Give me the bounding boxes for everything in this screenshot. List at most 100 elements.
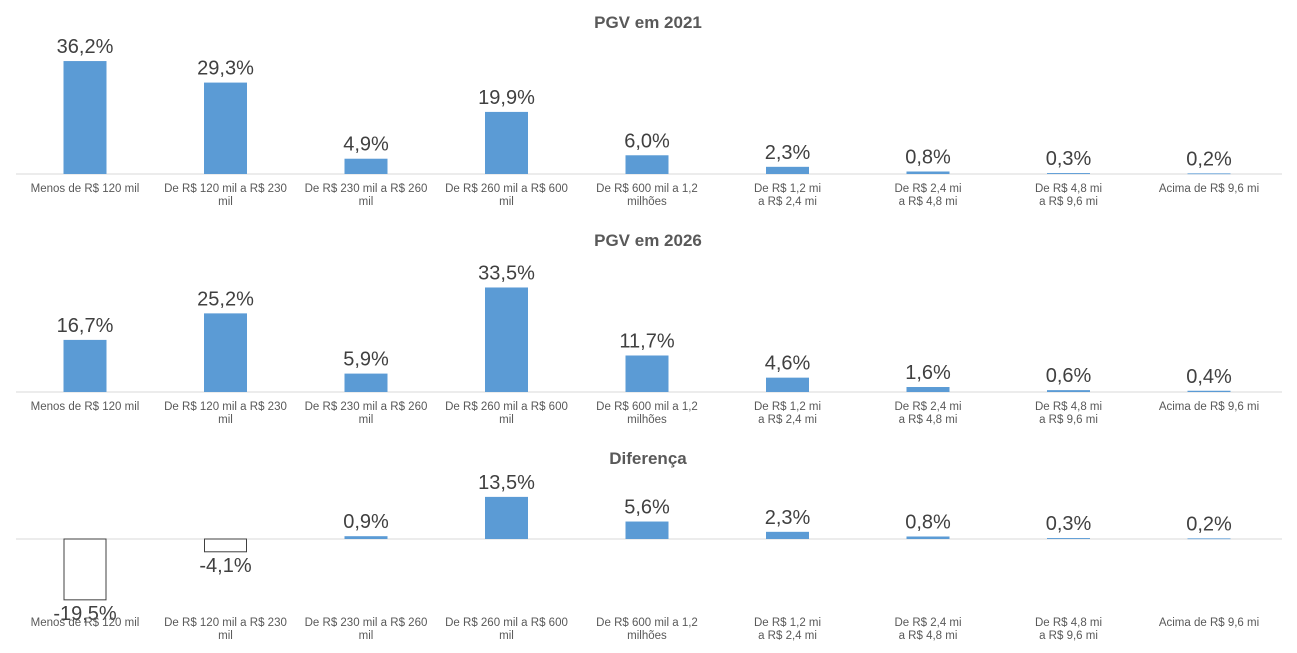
panel-2-category-label: a R$ 9,6 mi bbox=[1039, 414, 1098, 426]
panel-3-bar bbox=[1187, 538, 1231, 540]
panel-1-data-label: 2,3% bbox=[765, 142, 811, 164]
panel-1-bar bbox=[344, 158, 388, 174]
panel-3-bar bbox=[344, 536, 388, 539]
panel-2-data-label: 11,7% bbox=[619, 330, 674, 352]
panel-2-data-label: 25,2% bbox=[197, 288, 254, 310]
panel-1-bar bbox=[204, 82, 247, 174]
panel-3-data-label: -19,5% bbox=[53, 603, 117, 625]
panel-2-category-label: Menos de R$ 120 mil bbox=[31, 401, 140, 413]
panel-1-bar bbox=[766, 166, 809, 174]
panel-3-bar bbox=[485, 496, 528, 539]
panel-1-data-label: 6,0% bbox=[624, 130, 670, 152]
panel-1-category-label: Menos de R$ 120 mil bbox=[31, 183, 140, 195]
panel-3-category-label: Menos de R$ 120 mil bbox=[31, 617, 140, 629]
panel-1-category-label: De R$ 600 mil a 1,2 bbox=[596, 183, 698, 195]
panel-2-bar bbox=[1187, 390, 1231, 392]
panel-2-bar bbox=[1047, 390, 1090, 392]
panel-1-category-label: De R$ 120 mil a R$ 230 bbox=[164, 183, 287, 195]
panel-2-data-label: 1,6% bbox=[905, 362, 951, 384]
panel-2-category-label: a R$ 4,8 mi bbox=[899, 414, 958, 426]
panel-3-data-label: 0,2% bbox=[1186, 513, 1232, 535]
panel-1-category-label: De R$ 230 mil a R$ 260 bbox=[305, 183, 428, 195]
panel-1-category-label: Acima de R$ 9,6 mi bbox=[1159, 183, 1259, 195]
panel-1-category-label: De R$ 1,2 mi bbox=[754, 183, 821, 195]
panel-2-bar bbox=[906, 387, 950, 392]
panel-3-title: Diferença bbox=[609, 449, 687, 468]
panel-2-category-label: De R$ 2,4 mi bbox=[894, 401, 961, 413]
panel-2-data-label: 5,9% bbox=[343, 349, 389, 371]
panel-2-bar bbox=[204, 313, 247, 392]
panel-2-category-label: mil bbox=[499, 414, 514, 426]
panel-1-bar bbox=[906, 171, 950, 174]
panel-2-category-label: De R$ 4,8 mi bbox=[1035, 401, 1102, 413]
panel-3-bar bbox=[1047, 538, 1090, 539]
panel-1-data-label: 19,9% bbox=[478, 87, 535, 109]
panel-2-category-label: mil bbox=[218, 414, 233, 426]
panel-2-category-label: De R$ 260 mil a R$ 600 bbox=[445, 401, 568, 413]
panel-1-title: PGV em 2021 bbox=[594, 13, 702, 32]
panel-1-category-label: a R$ 2,4 mi bbox=[758, 196, 817, 208]
panel-2-data-label: 0,6% bbox=[1046, 365, 1092, 387]
panel-3-category-label: De R$ 120 mil a R$ 230 bbox=[164, 617, 287, 629]
panel-2-data-label: 33,5% bbox=[478, 262, 535, 284]
panel-2-category-label: mil bbox=[359, 414, 374, 426]
panel-1-data-label: 4,9% bbox=[343, 134, 389, 156]
panel-3-category-label: mil bbox=[218, 630, 233, 642]
panel-3-category-label: milhões bbox=[627, 630, 667, 642]
panel-2-category-label: De R$ 1,2 mi bbox=[754, 401, 821, 413]
panel-3-category-label: mil bbox=[499, 630, 514, 642]
panel-2-bar bbox=[766, 377, 809, 392]
panel-2-category-label: De R$ 120 mil a R$ 230 bbox=[164, 401, 287, 413]
panel-3-bar bbox=[766, 531, 809, 539]
panel-3-category-label: a R$ 9,6 mi bbox=[1039, 630, 1098, 642]
panel-2-category-label: Acima de R$ 9,6 mi bbox=[1159, 401, 1259, 413]
panel-1-bar bbox=[63, 61, 107, 174]
panel-1-data-label: 0,2% bbox=[1186, 148, 1232, 170]
panel-2-bar bbox=[63, 339, 107, 392]
panel-1-category-label: mil bbox=[499, 196, 514, 208]
panel-3-category-label: a R$ 4,8 mi bbox=[899, 630, 958, 642]
panel-3-category-label: De R$ 2,4 mi bbox=[894, 617, 961, 629]
panel-3-data-label: -4,1% bbox=[199, 555, 251, 577]
panel-3-data-label: 0,8% bbox=[905, 512, 951, 534]
panel-3-category-label: De R$ 230 mil a R$ 260 bbox=[305, 617, 428, 629]
panel-2-data-label: 0,4% bbox=[1186, 366, 1232, 388]
panel-2-bar bbox=[625, 355, 669, 392]
panel-1-category-label: a R$ 4,8 mi bbox=[899, 196, 958, 208]
panel-3-category-label: a R$ 2,4 mi bbox=[758, 630, 817, 642]
panel-1-category-label: a R$ 9,6 mi bbox=[1039, 196, 1098, 208]
panel-3-category-label: De R$ 600 mil a 1,2 bbox=[596, 617, 698, 629]
panel-3-bar bbox=[906, 536, 950, 539]
panel-1-bar bbox=[485, 111, 528, 174]
panel-1-data-label: 0,8% bbox=[905, 147, 951, 169]
panel-1-category-label: De R$ 2,4 mi bbox=[894, 183, 961, 195]
panel-3-bar bbox=[63, 538, 107, 601]
panel-3-data-label: 13,5% bbox=[478, 472, 535, 494]
panel-1-category-label: mil bbox=[359, 196, 374, 208]
panel-2-title: PGV em 2026 bbox=[594, 231, 702, 250]
panel-3-category-label: De R$ 1,2 mi bbox=[754, 617, 821, 629]
panel-3-data-label: 5,6% bbox=[624, 497, 670, 519]
panel-2-bar bbox=[344, 373, 388, 392]
panel-3-bar bbox=[204, 538, 247, 553]
panel-1-category-label: mil bbox=[218, 196, 233, 208]
panel-3-data-label: 0,9% bbox=[343, 511, 389, 533]
panel-1-data-label: 36,2% bbox=[57, 36, 114, 58]
panel-3-category-label: De R$ 4,8 mi bbox=[1035, 617, 1102, 629]
panel-1-bar bbox=[1187, 173, 1231, 175]
panel-3-data-label: 2,3% bbox=[765, 507, 811, 529]
panel-1-category-label: De R$ 4,8 mi bbox=[1035, 183, 1102, 195]
panel-2-bar bbox=[485, 287, 528, 392]
panel-1-data-label: 0,3% bbox=[1046, 148, 1092, 170]
panel-3-category-label: mil bbox=[359, 630, 374, 642]
panel-1-data-label: 29,3% bbox=[197, 58, 254, 80]
panel-2-category-label: De R$ 230 mil a R$ 260 bbox=[305, 401, 428, 413]
panel-1-bar bbox=[1047, 173, 1090, 174]
panel-3-bar bbox=[625, 521, 669, 539]
panel-3-category-label: Acima de R$ 9,6 mi bbox=[1159, 617, 1259, 629]
panel-3-data-label: 0,3% bbox=[1046, 513, 1092, 535]
panel-1-category-label: milhões bbox=[627, 196, 667, 208]
panel-2-data-label: 16,7% bbox=[57, 315, 114, 337]
panel-2-data-label: 4,6% bbox=[765, 353, 811, 375]
